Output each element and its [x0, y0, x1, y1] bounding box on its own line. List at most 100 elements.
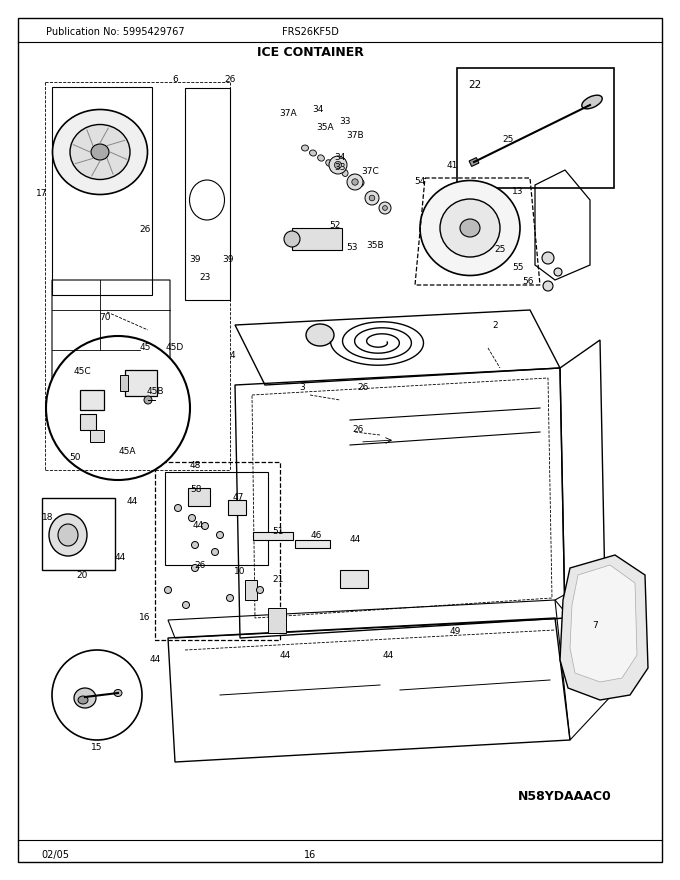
Ellipse shape [440, 199, 500, 257]
Text: 46: 46 [310, 531, 322, 539]
Ellipse shape [358, 180, 364, 187]
Text: 58: 58 [190, 486, 202, 495]
Text: 25: 25 [494, 246, 506, 254]
Text: 26: 26 [194, 561, 205, 569]
Bar [340, 570, 368, 588]
Text: 44: 44 [382, 650, 394, 659]
Text: 23: 23 [199, 274, 211, 282]
Circle shape [554, 268, 562, 276]
Ellipse shape [78, 696, 88, 704]
Text: ICE CONTAINER: ICE CONTAINER [256, 46, 363, 58]
Circle shape [52, 650, 142, 740]
Text: 39: 39 [189, 255, 201, 265]
Circle shape [383, 206, 388, 210]
Text: 51: 51 [272, 527, 284, 537]
Bar [253, 532, 293, 540]
Bar [457, 68, 614, 188]
Ellipse shape [309, 150, 316, 156]
Text: 55: 55 [512, 262, 524, 272]
Text: 56: 56 [522, 277, 534, 287]
Circle shape [347, 174, 363, 190]
Circle shape [365, 191, 379, 205]
Ellipse shape [74, 688, 96, 708]
Text: 37A: 37A [279, 108, 296, 118]
Text: 17: 17 [36, 189, 48, 199]
Text: Publication No: 5995429767: Publication No: 5995429767 [46, 27, 184, 37]
Polygon shape [570, 565, 637, 682]
Text: 25: 25 [503, 136, 513, 144]
Text: 20: 20 [76, 570, 88, 580]
Circle shape [226, 595, 233, 602]
Text: 44: 44 [150, 656, 160, 664]
Ellipse shape [52, 109, 148, 194]
Text: 45: 45 [139, 343, 151, 353]
Ellipse shape [334, 165, 340, 172]
Circle shape [144, 396, 152, 404]
Text: 34: 34 [312, 106, 324, 114]
Circle shape [543, 281, 553, 291]
Text: 15: 15 [91, 744, 103, 752]
Text: 45C: 45C [73, 368, 91, 377]
Bar [228, 500, 246, 515]
Text: 2: 2 [492, 320, 498, 329]
Ellipse shape [318, 155, 324, 161]
Text: 22: 22 [468, 80, 481, 90]
Text: 37B: 37B [346, 131, 364, 141]
Circle shape [335, 161, 341, 169]
Ellipse shape [342, 170, 348, 177]
Text: 02/05: 02/05 [41, 850, 69, 860]
Circle shape [46, 336, 190, 480]
Text: 26: 26 [224, 76, 236, 84]
Text: 45A: 45A [118, 448, 136, 457]
Text: 35A: 35A [316, 123, 334, 133]
Text: FRS26KF5D: FRS26KF5D [282, 27, 339, 37]
Text: 53: 53 [346, 244, 358, 253]
Ellipse shape [582, 95, 602, 109]
Circle shape [216, 532, 224, 539]
Circle shape [188, 515, 196, 522]
Circle shape [256, 586, 264, 593]
Circle shape [192, 564, 199, 571]
Bar [80, 390, 104, 410]
Text: 33: 33 [335, 164, 345, 172]
Text: 44: 44 [126, 497, 137, 507]
Ellipse shape [58, 524, 78, 546]
Text: 33: 33 [339, 118, 351, 127]
Bar [292, 228, 342, 250]
Text: 39: 39 [222, 255, 234, 265]
Text: 44: 44 [114, 554, 126, 562]
Text: 21: 21 [272, 576, 284, 584]
Text: 18: 18 [42, 514, 54, 523]
Text: 44: 44 [192, 520, 203, 530]
Text: 26: 26 [352, 426, 364, 435]
Text: 35B: 35B [367, 240, 384, 250]
Text: 26: 26 [139, 225, 151, 234]
Ellipse shape [326, 160, 333, 166]
Text: 6: 6 [172, 76, 178, 84]
Bar [295, 540, 330, 548]
Text: 44: 44 [279, 650, 290, 659]
Circle shape [211, 548, 218, 555]
Circle shape [329, 156, 347, 174]
Text: 52: 52 [329, 221, 341, 230]
Circle shape [352, 179, 358, 185]
Text: 50: 50 [69, 453, 81, 463]
Text: 45B: 45B [146, 387, 164, 397]
Text: N58YDAAAC0: N58YDAAAC0 [518, 789, 612, 803]
Bar [188, 488, 210, 506]
Ellipse shape [49, 514, 87, 556]
Text: 10: 10 [234, 568, 245, 576]
Text: 41: 41 [446, 160, 458, 170]
Text: 16: 16 [139, 613, 151, 622]
Ellipse shape [70, 124, 130, 180]
Text: 54: 54 [414, 178, 426, 187]
Text: 16: 16 [304, 850, 316, 860]
Bar [245, 580, 257, 600]
Text: 44: 44 [350, 536, 360, 545]
Circle shape [192, 541, 199, 548]
Ellipse shape [460, 219, 480, 237]
Text: 49: 49 [449, 627, 460, 636]
Text: 37C: 37C [361, 167, 379, 177]
Text: 45D: 45D [166, 343, 184, 353]
Ellipse shape [420, 180, 520, 275]
